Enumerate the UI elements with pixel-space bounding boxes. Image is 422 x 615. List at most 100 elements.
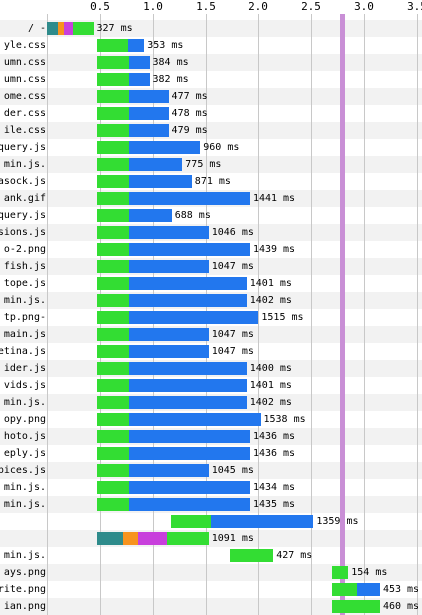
timing-bar-ttfb [96,413,130,426]
request-name[interactable]: main.js [3,329,46,340]
duration-label: 1047 ms [211,261,254,272]
request-name[interactable]: yle.css [3,40,46,51]
timing-bar-ttfb [229,549,274,562]
request-name[interactable]: .min.js [3,499,46,510]
timing-bar-ttfb [96,396,130,409]
request-name[interactable]: ome.css [3,91,46,102]
request-row [0,54,422,71]
request-row [0,105,422,122]
timing-bar-ttfb [96,328,130,341]
timing-bar-download [129,192,250,205]
timing-bar-download [129,430,250,443]
request-name[interactable]: pices.js [0,465,46,476]
timing-bar-ttfb [96,39,129,52]
x-tick-label: 3.5 [407,0,422,13]
request-name[interactable]: vids.js [3,380,46,391]
timing-bar-ttfb [73,22,94,35]
request-row [0,564,422,581]
timing-bar-ttfb [96,294,130,307]
duration-label: 871 ms [194,176,231,187]
duration-label: 1047 ms [211,329,254,340]
request-name[interactable]: hoto.js [3,431,46,442]
timing-bar-ttfb [96,107,130,120]
timing-bar-connect [57,22,64,35]
request-name[interactable]: sions.js [0,227,46,238]
request-name[interactable]: .min.js [3,397,46,408]
duration-label: 1046 ms [211,227,254,238]
duration-label: 1436 ms [252,431,296,442]
timing-bar-download [129,209,172,222]
duration-label: 1401 ms [249,278,292,289]
timing-bar-ttfb [332,566,349,579]
x-tick-label: 0.5 [90,0,110,13]
timing-bar-download [129,141,201,154]
timing-bar-download [129,90,169,103]
timing-bar-download [129,56,150,69]
request-name[interactable]: .min.js [3,295,46,306]
timing-bar-download [129,311,259,324]
request-name[interactable]: .min.js [3,482,46,493]
timing-bar-ttfb [96,73,130,86]
request-name[interactable]: tope.js [3,278,46,289]
request-row [0,37,422,54]
duration-label: 477 ms [171,91,208,102]
timing-bar-download [129,379,247,392]
timing-bar-ssl [137,532,168,545]
timing-bar-ttfb [167,532,209,545]
timing-bar-ttfb [96,260,130,273]
request-row [0,122,422,139]
request-name[interactable]: ian.png [3,601,46,612]
duration-label: 1402 ms [249,397,292,408]
request-name[interactable]: ays.png [3,567,46,578]
request-name[interactable]: - / [27,23,46,34]
gridline [258,14,259,615]
request-name[interactable]: asock.js [0,176,46,187]
duration-label: 1441 ms [252,193,296,204]
request-name[interactable]: .min.js [3,550,46,561]
request-name[interactable]: eply.js [3,448,46,459]
request-row [0,20,422,37]
timing-bar-ttfb [170,515,211,528]
request-name[interactable]: der.css [3,108,46,119]
request-row [0,581,422,598]
timing-bar-download [129,260,209,273]
timing-bar-download [129,481,250,494]
request-name[interactable]: umn.css [3,57,46,68]
duration-label: 1515 ms [261,312,304,323]
timing-bar-ttfb [332,600,380,613]
request-name[interactable]: query.js [0,210,46,221]
request-name[interactable]: ank.gif [3,193,46,204]
x-tick-label: 3.0 [354,0,374,13]
request-name[interactable]: fish.js [3,261,46,272]
timing-bar-ttfb [96,56,130,69]
request-row [0,207,422,224]
request-name[interactable]: .min.js [3,159,46,170]
timing-bar-ssl [63,22,74,35]
request-name[interactable]: -tp.png [3,312,46,323]
x-tick-label: 1.5 [196,0,216,13]
x-tick-label: 2.5 [301,0,321,13]
duration-label: 453 ms [382,584,420,595]
duration-label: 1436 ms [252,448,296,459]
duration-label: 1402 ms [249,295,292,306]
timing-bar-ttfb [96,498,130,511]
request-name[interactable]: rite.png [0,584,46,595]
request-name[interactable]: etina.js [0,346,46,357]
request-name[interactable]: umn.css [3,74,46,85]
timing-bar-ttfb [96,345,130,358]
duration-label: 478 ms [171,108,208,119]
duration-label: 1538 ms [263,414,306,425]
timing-bar-ttfb [96,90,130,103]
request-name[interactable]: ile.css [3,125,46,136]
duration-label: 688 ms [174,210,211,221]
request-name[interactable]: ider.js [3,363,46,374]
request-name[interactable]: query.js [0,142,46,153]
request-name[interactable]: o-2.png [3,244,46,255]
request-name[interactable]: opy.png [3,414,46,425]
duration-label: 154 ms [351,567,388,578]
timing-bar-ttfb [96,175,130,188]
duration-label: 479 ms [171,125,208,136]
timing-bar-ttfb [96,124,130,137]
timing-bar-download [129,413,261,426]
